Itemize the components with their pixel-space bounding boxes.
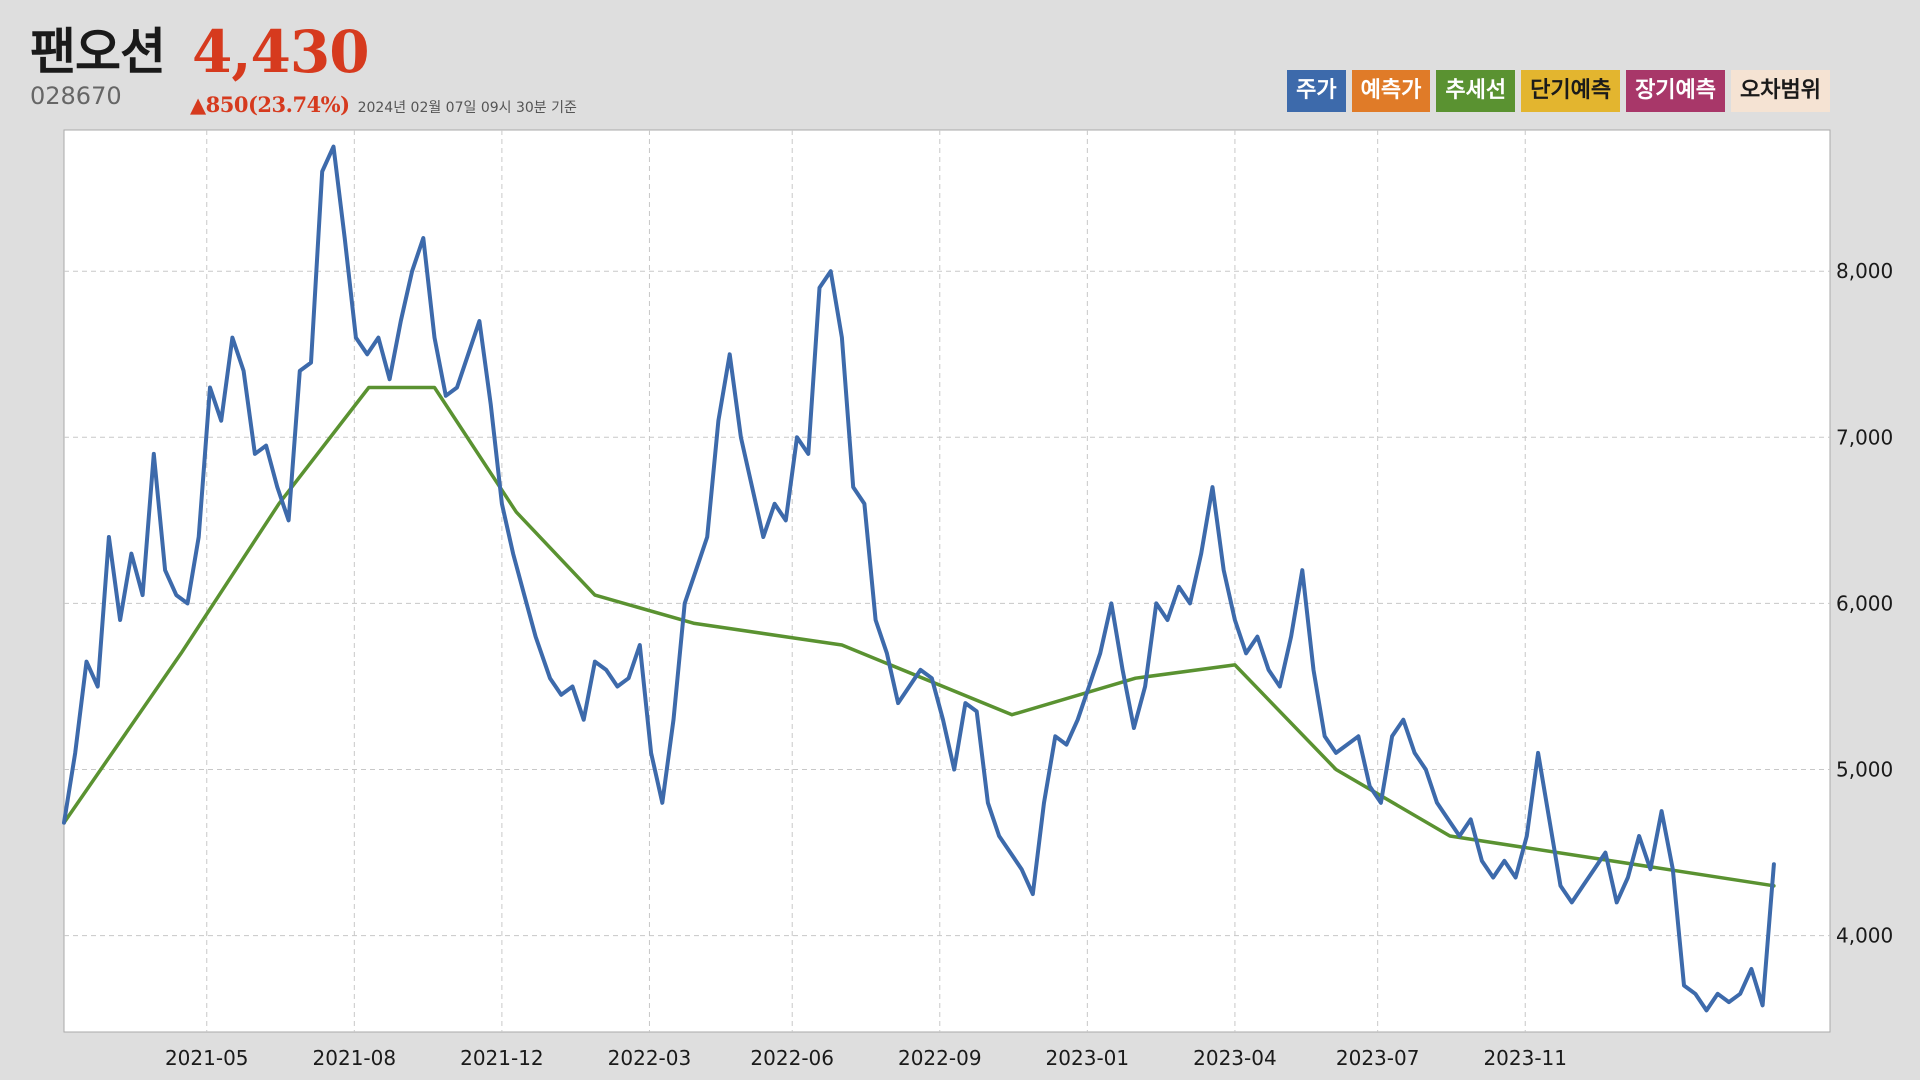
legend-item-error-range[interactable]: 오차범위: [1731, 70, 1830, 112]
x-tick-label: 2021-05: [165, 1046, 249, 1070]
legend-item-short-term-forecast[interactable]: 단기예측: [1521, 70, 1621, 112]
legend-item-trend-line[interactable]: 추세선: [1436, 70, 1516, 112]
series-layer: [62, 144, 1776, 1013]
x-tick-label: 2023-07: [1336, 1046, 1420, 1070]
axis-ticks: 4,000 5,000 6,000 7,000 8,000 2021-05 2021-08 2…: [165, 259, 1893, 1070]
grid: [64, 130, 1830, 1032]
trend-line: [62, 385, 1776, 888]
x-tick-label: 2022-09: [898, 1046, 982, 1070]
change-row: ▲850(23.74%) 2024년 02월 07일 09시 30분 기준: [190, 92, 577, 117]
y-tick-label: 6,000: [1836, 591, 1893, 615]
x-tick-label: 2023-11: [1483, 1046, 1567, 1070]
stock-price-line: [62, 144, 1776, 1013]
x-tick-label: 2021-08: [313, 1046, 397, 1070]
x-tick-label: 2021-12: [460, 1046, 544, 1070]
timestamp: 2024년 02월 07일 09시 30분 기준: [357, 100, 577, 116]
x-tick-label: 2023-01: [1046, 1046, 1130, 1070]
legend-item-long-term-forecast[interactable]: 장기예측: [1626, 70, 1726, 112]
x-tick-label: 2022-06: [750, 1046, 834, 1070]
plot-area: [63, 129, 1831, 1033]
y-tick-label: 4,000: [1836, 924, 1893, 948]
x-tick-label: 2022-03: [608, 1046, 692, 1070]
legend-item-stock-price[interactable]: 주가: [1287, 70, 1346, 112]
x-tick-label: 2023-04: [1193, 1046, 1277, 1070]
price-change: ▲850(23.74%): [190, 92, 350, 117]
stock-code: 028670: [30, 82, 122, 110]
legend-item-predicted-price[interactable]: 예측가: [1351, 70, 1431, 112]
legend: 주가 예측가 추세선 단기예측 장기예측 오차범위: [1287, 70, 1830, 112]
stock-price: 4,430: [192, 18, 370, 86]
y-tick-label: 7,000: [1836, 425, 1893, 449]
header: 팬오션 4,430 028670 ▲850(23.74%) 2024년 02월 …: [0, 0, 1920, 130]
y-tick-label: 5,000: [1836, 758, 1893, 782]
stock-name: 팬오션: [30, 23, 166, 81]
y-tick-label: 8,000: [1836, 259, 1893, 283]
